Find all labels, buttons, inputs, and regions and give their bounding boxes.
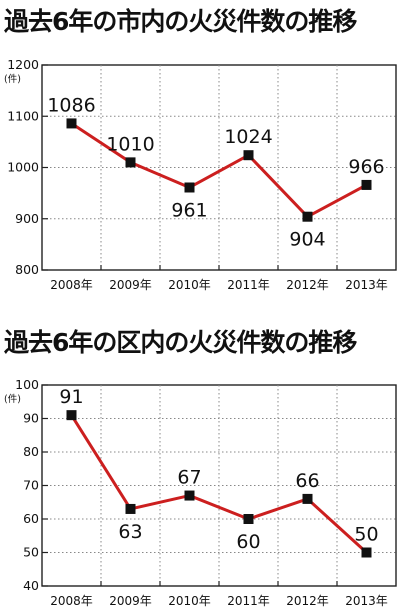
y-tick-label: 1200 (7, 57, 39, 72)
data-label: 961 (171, 199, 207, 221)
y-tick-label: 100 (15, 377, 39, 392)
data-label: 63 (118, 521, 142, 543)
x-tick-label: 2013年 (345, 278, 388, 292)
x-tick-label: 2008年 (50, 278, 93, 292)
y-unit-label: (件) (4, 73, 21, 85)
data-point-marker (125, 503, 136, 514)
x-tick-label: 2009年 (109, 594, 152, 608)
y-tick-label: 1000 (7, 160, 39, 175)
data-label: 91 (59, 386, 83, 408)
data-point-marker (66, 410, 77, 421)
x-tick-label: 2008年 (50, 594, 93, 608)
x-tick-label: 2010年 (168, 594, 211, 608)
y-tick-label: 80 (23, 444, 39, 459)
data-point-marker (184, 490, 195, 501)
y-tick-label: 1100 (7, 108, 39, 123)
data-label: 1086 (47, 94, 95, 116)
data-label: 66 (295, 470, 319, 492)
y-tick-label: 70 (23, 478, 39, 493)
x-tick-label: 2012年 (286, 278, 329, 292)
series-line (70, 122, 368, 219)
data-point-marker (243, 150, 254, 161)
data-label: 966 (348, 156, 384, 178)
x-tick-label: 2011年 (227, 594, 270, 608)
data-point-marker (125, 157, 136, 168)
data-label: 50 (354, 524, 378, 546)
data-point-marker (243, 514, 254, 524)
chart-title-city: 過去6年の市内の火災件数の推移 (4, 7, 357, 36)
series-line (70, 414, 368, 554)
data-point-marker (302, 493, 313, 504)
y-tick-label: 40 (23, 578, 39, 593)
x-tick-label: 2011年 (227, 278, 270, 292)
y-unit-label: (件) (4, 393, 21, 405)
x-tick-label: 2012年 (286, 594, 329, 608)
y-tick-label: 800 (15, 262, 39, 277)
data-label: 67 (177, 467, 201, 489)
chart-city-fires: 800 900 1000 1100 1200(件) 2008年 2009年 2010年 2011… (4, 57, 397, 292)
y-tick-label: 60 (23, 511, 39, 526)
data-point-marker (184, 182, 195, 193)
data-point-marker (302, 211, 313, 222)
y-tick-label: 50 (23, 545, 39, 560)
x-tick-label: 2009年 (109, 278, 152, 292)
data-label: 904 (289, 229, 325, 251)
x-tick-label: 2013年 (345, 594, 388, 608)
y-tick-label: 90 (23, 411, 39, 426)
y-tick-label: 900 (15, 211, 39, 226)
data-label: 1010 (106, 133, 154, 155)
data-label: 60 (236, 531, 260, 553)
data-point-marker (66, 118, 77, 129)
chart-ward-fires: 40 50 60 70 80 90 100(件) 2008年 2009年 2010年 2011年 20… (4, 377, 397, 608)
data-label: 1024 (224, 126, 272, 148)
data-point-marker (361, 179, 372, 190)
data-point-marker (361, 547, 372, 558)
chart-title-ward: 過去6年の区内の火災件数の推移 (4, 328, 357, 357)
x-tick-label: 2010年 (168, 278, 211, 292)
